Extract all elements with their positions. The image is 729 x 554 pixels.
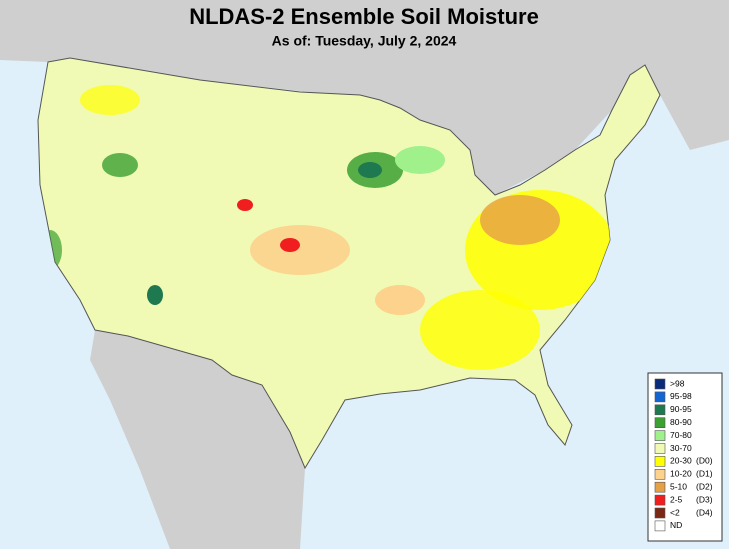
legend-label: 2-5 <box>670 494 683 504</box>
legend-label: 10-20 <box>670 469 692 479</box>
legend-label: <2 <box>670 507 680 517</box>
patch <box>375 285 425 315</box>
patch <box>237 199 253 211</box>
legend-swatch <box>654 507 666 519</box>
legend-swatch <box>654 430 666 441</box>
patch <box>147 285 163 305</box>
legend-drought-class: (D0) <box>696 456 713 466</box>
legend-label: >98 <box>670 378 685 388</box>
legend-label: 5-10 <box>670 481 687 491</box>
legend-swatch <box>654 404 666 416</box>
legend-label: 70-80 <box>670 430 692 440</box>
legend-label: 20-30 <box>670 456 692 466</box>
legend-label: 95-98 <box>670 391 692 401</box>
legend-swatch <box>654 456 666 467</box>
legend-label: 30-70 <box>670 443 692 453</box>
legend-swatch <box>654 417 666 429</box>
legend-drought-class: (D4) <box>696 507 713 517</box>
legend-swatch <box>654 468 666 480</box>
patch <box>250 225 350 275</box>
legend-swatch <box>654 494 666 506</box>
mexico <box>90 330 305 549</box>
patch <box>395 146 445 174</box>
legend-swatch <box>654 378 666 390</box>
legend-label: 90-95 <box>670 404 692 414</box>
legend: >98 95-98 90-95 80-90 70-80 30-70 20-30 (D0) 10-… <box>654 378 713 532</box>
legend-swatch <box>654 520 666 532</box>
legend-swatch <box>654 391 666 403</box>
patch <box>480 195 560 245</box>
legend-label: 80-90 <box>670 417 692 427</box>
patch <box>102 153 138 177</box>
legend-drought-class: (D3) <box>696 494 713 504</box>
legend-drought-class: (D1) <box>696 469 713 479</box>
title: NLDAS-2 Ensemble Soil Moisture <box>189 4 539 29</box>
subtitle: As of: Tuesday, July 2, 2024 <box>272 33 457 49</box>
moisture-patches <box>38 85 615 402</box>
legend-label: ND <box>670 520 682 530</box>
patch <box>80 85 140 115</box>
legend-swatch <box>654 443 666 454</box>
patch <box>420 290 540 370</box>
legend-swatch <box>654 481 666 493</box>
patch <box>358 162 382 178</box>
legend-drought-class: (D2) <box>696 481 713 491</box>
patch <box>280 238 300 252</box>
